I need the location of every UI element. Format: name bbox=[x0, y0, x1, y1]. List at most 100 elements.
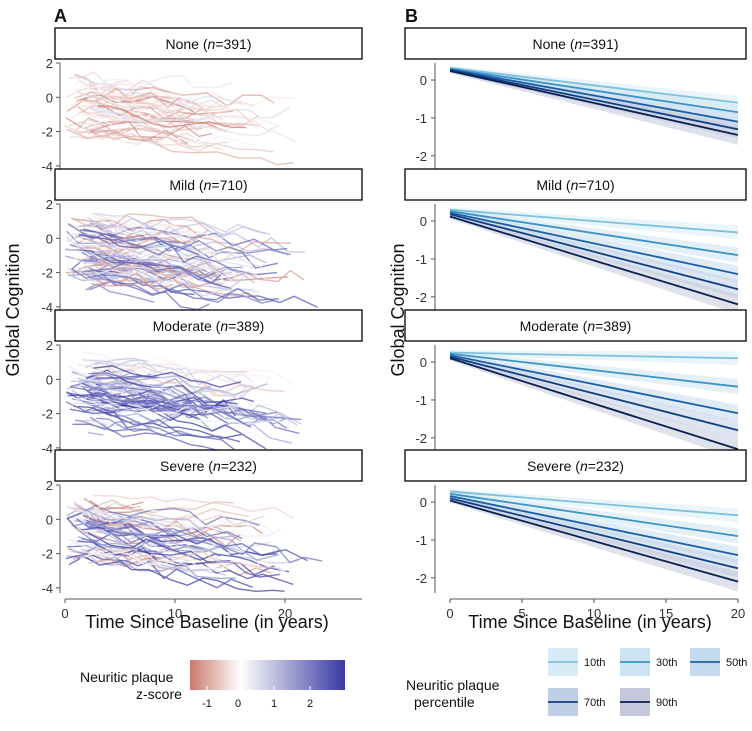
trajectory-line bbox=[70, 522, 195, 534]
trajectory-line bbox=[65, 552, 254, 589]
series-line-70th bbox=[449, 355, 739, 432]
trajectory-line bbox=[74, 88, 127, 98]
trajectory-line bbox=[65, 248, 223, 271]
series-line-10th bbox=[449, 67, 739, 104]
y-tick-label: 0 bbox=[46, 512, 53, 527]
trajectory-line bbox=[85, 519, 308, 562]
trajectory-line bbox=[78, 391, 163, 404]
trajectory-line bbox=[73, 519, 177, 538]
trajectory-line bbox=[89, 416, 149, 432]
trajectory-line bbox=[78, 105, 233, 122]
facet-strip bbox=[404, 449, 747, 482]
legend-a-tick-label: 0 bbox=[235, 698, 241, 710]
series-line-30th bbox=[449, 210, 739, 257]
y-tick-label: 0 bbox=[46, 372, 53, 387]
y-tick-label: 0 bbox=[46, 231, 53, 246]
trajectory-line bbox=[82, 406, 103, 418]
trajectory-line bbox=[96, 517, 323, 564]
trajectory-line bbox=[68, 502, 167, 514]
series-line-10th bbox=[449, 351, 739, 360]
trajectory-line bbox=[96, 531, 120, 536]
y-tick-label: -2 bbox=[415, 149, 427, 164]
y-tick-label: 2 bbox=[46, 478, 53, 493]
panel-a-x-tick-label: 0 bbox=[61, 606, 68, 621]
series-line-30th bbox=[449, 352, 739, 388]
trajectory-line bbox=[91, 251, 224, 285]
panel-b-x-tick-label: 5 bbox=[518, 606, 525, 621]
legend-b-label-10th: 10th bbox=[584, 657, 605, 669]
legend-b-label-90th: 90th bbox=[656, 697, 677, 709]
trajectory-line bbox=[97, 104, 247, 129]
series-line-50th bbox=[449, 354, 739, 415]
y-tick-label: 0 bbox=[420, 355, 427, 370]
panel-b-x-title: Time Since Baseline (in years) bbox=[468, 612, 711, 632]
trajectory-line bbox=[66, 237, 127, 248]
trajectory-line bbox=[79, 270, 135, 287]
trajectory-line bbox=[80, 229, 200, 256]
y-tick-label: -2 bbox=[41, 547, 53, 562]
y-tick-label: -4 bbox=[41, 441, 53, 456]
y-tick-label: 0 bbox=[46, 90, 53, 105]
facet-strip bbox=[54, 168, 363, 201]
trajectory-line bbox=[88, 372, 152, 380]
series-line-30th bbox=[449, 492, 739, 538]
panel-b-letter: B bbox=[405, 6, 418, 26]
panel-b-facet-mild: Mild (n=710) 0 -1 -2 bbox=[404, 168, 747, 315]
trajectory-line bbox=[78, 378, 217, 404]
series-line-90th bbox=[449, 70, 739, 136]
trajectory-line bbox=[68, 555, 285, 593]
trajectory-line bbox=[97, 86, 243, 106]
legend-b-label-70th: 70th bbox=[584, 697, 605, 709]
series-line-90th bbox=[449, 215, 739, 306]
legend-a-tick-label: 1 bbox=[271, 698, 277, 710]
panel-a-x-tick-label: 10 bbox=[168, 606, 182, 621]
series-line-50th bbox=[449, 68, 739, 123]
panel-a-x-tick-label: 20 bbox=[278, 606, 292, 621]
trajectory-line bbox=[66, 127, 131, 139]
trajectory-line bbox=[69, 124, 224, 151]
trajectory-line bbox=[76, 113, 256, 146]
facet-strip bbox=[54, 309, 363, 342]
trajectory-line bbox=[85, 511, 282, 538]
panel-a-letter: A bbox=[54, 6, 67, 26]
panel-b-facet-severe: Severe (n=232) 0 -1 -2 bbox=[404, 449, 747, 593]
facet-strip-label: Mild (n=710) bbox=[536, 177, 614, 193]
panel-b-x-tick-label: 10 bbox=[587, 606, 601, 621]
trajectory-line bbox=[85, 401, 141, 413]
panel-b-facet-moderate: Moderate (n=389) 0 -1 -2 bbox=[404, 309, 747, 460]
trajectory-line bbox=[72, 423, 237, 452]
panel-b-x-tick-label: 0 bbox=[446, 606, 453, 621]
trajectory-line bbox=[76, 376, 250, 400]
y-tick-label: 0 bbox=[420, 214, 427, 229]
trajectory-line bbox=[77, 224, 113, 234]
trajectory-line bbox=[73, 402, 116, 406]
trajectory-line bbox=[88, 106, 193, 129]
y-tick-label: -2 bbox=[41, 266, 53, 281]
series-line-10th bbox=[449, 490, 739, 517]
trajectory-line bbox=[69, 408, 241, 443]
facet-strip-label: Severe (n=232) bbox=[160, 458, 257, 474]
y-tick-label: 2 bbox=[46, 338, 53, 353]
y-tick-label: 2 bbox=[46, 197, 53, 212]
trajectory-line bbox=[90, 248, 256, 284]
facet-strip bbox=[54, 27, 363, 60]
legend-a-tick-label: 2 bbox=[307, 698, 313, 710]
facet-strip bbox=[54, 449, 363, 482]
legend-b-label-50th: 50th bbox=[726, 657, 747, 669]
series-line-30th bbox=[449, 67, 739, 114]
trajectory-line bbox=[97, 528, 212, 552]
trajectory-line bbox=[79, 217, 267, 237]
y-tick-label: -1 bbox=[415, 111, 427, 126]
trajectory-line bbox=[92, 358, 278, 379]
y-tick-label: -4 bbox=[41, 300, 53, 315]
trajectory-line bbox=[64, 124, 274, 153]
panel-a-facet-mild: Mild (n=710) 2 0 -2 -4 bbox=[41, 168, 363, 315]
panel-a-facet-severe: Severe (n=232) 2 0 -2 -4 bbox=[41, 449, 363, 596]
series-line-50th bbox=[449, 495, 739, 556]
trajectory-line bbox=[70, 213, 209, 232]
trajectory-line bbox=[89, 539, 294, 586]
trajectory-line bbox=[74, 91, 198, 105]
y-tick-label: -2 bbox=[41, 125, 53, 140]
series-line-10th bbox=[449, 208, 739, 234]
